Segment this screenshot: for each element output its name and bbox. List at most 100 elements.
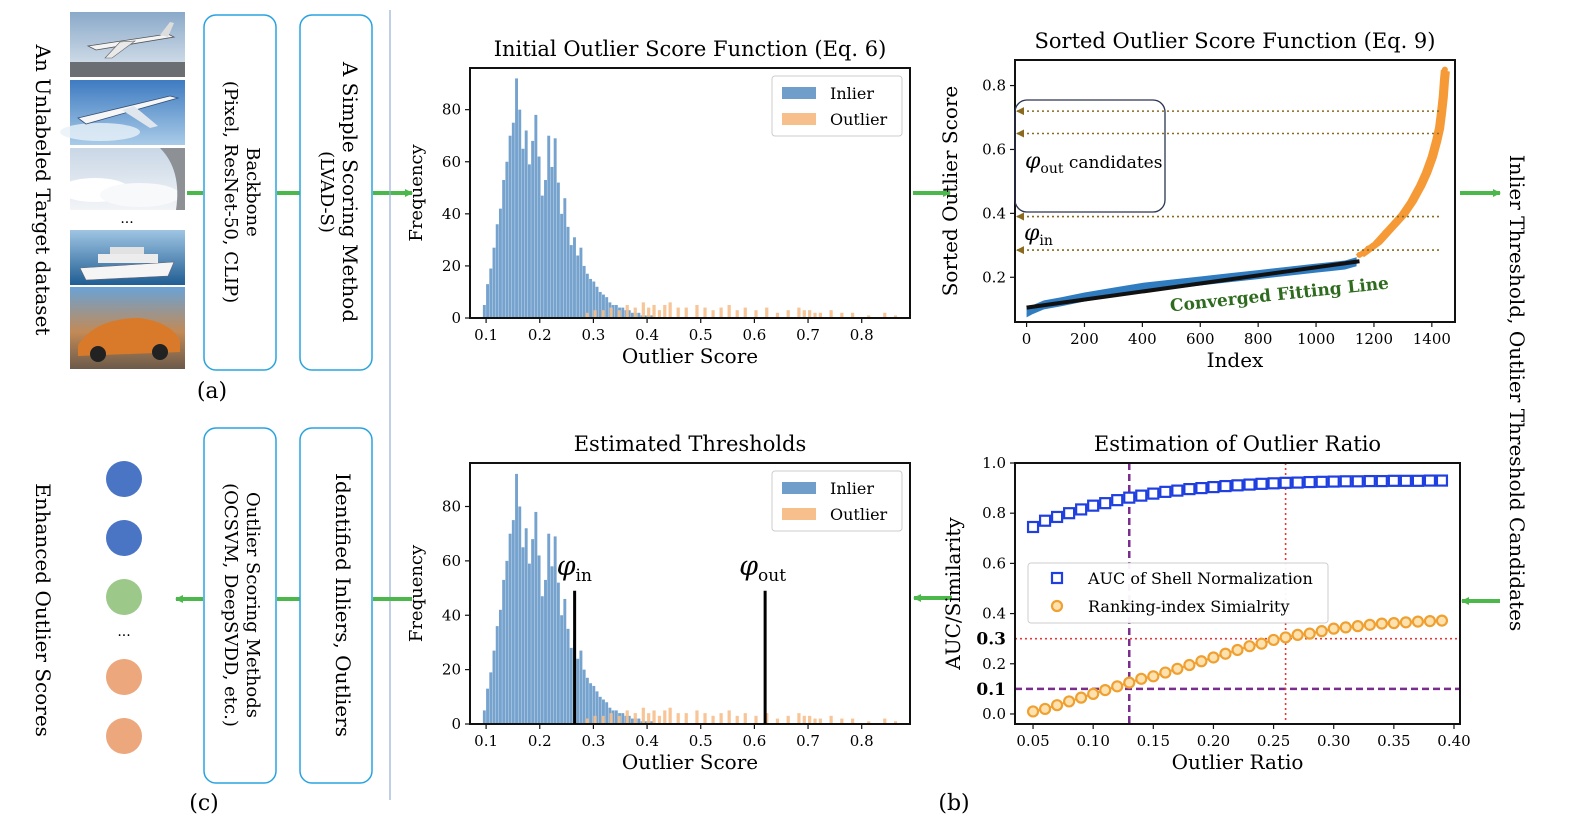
inlier-bar: [498, 208, 502, 318]
inlier-bar: [602, 699, 605, 724]
inlier-bar: [627, 310, 631, 318]
simple-scoring-box: A Simple Scoring Method (LVAD-S): [299, 14, 373, 371]
outlier-bar: [893, 721, 898, 724]
inlier-bar: [537, 156, 541, 318]
auc-point: [1291, 476, 1304, 489]
legend-label-auc: AUC of Shell Normalization: [1087, 569, 1313, 588]
enhanced-scores-label: Enhanced Outlier Scores: [31, 483, 55, 737]
outlier-bar: [668, 302, 672, 318]
ranking-point: [1387, 617, 1400, 630]
inlier-bar: [547, 533, 551, 724]
outlier-bar: [684, 713, 688, 724]
legend-marker-auc: [1050, 571, 1064, 585]
legend-marker-ranking: [1050, 599, 1064, 613]
y-tick-label: 0.4: [982, 204, 1006, 222]
inlier-bar: [508, 533, 512, 724]
outlier-bar: [818, 718, 822, 724]
scoring-title: A Simple Scoring Method: [338, 61, 362, 322]
auc-point: [1075, 503, 1088, 516]
inlier-bar: [505, 560, 509, 724]
auc-point: [1123, 491, 1136, 504]
inlier-bar: [595, 286, 599, 318]
inlier-bar: [527, 563, 531, 724]
inlier-bar: [602, 294, 605, 318]
inlier-bar: [589, 278, 593, 318]
x-tick-label: 600: [1186, 330, 1215, 348]
ranking-point: [1327, 622, 1340, 635]
x-tick-label: 0.7: [796, 326, 820, 344]
identified-box: Identified Inliers, Outliers: [299, 427, 373, 784]
inlier-bar: [611, 304, 615, 318]
y-tick-label: 1.0: [982, 454, 1006, 472]
inlier-bar: [576, 658, 580, 724]
outlier-bar: [735, 715, 739, 724]
inlier-bar: [598, 291, 602, 318]
inlier-bar: [627, 715, 631, 724]
inlier-bar: [492, 650, 496, 724]
outlier-bar: [813, 718, 817, 724]
outlier-bar: [719, 713, 723, 724]
auc-point: [1111, 494, 1124, 507]
score-dots: ...: [106, 461, 142, 754]
y-axis-label: AUC/Similarity: [941, 517, 965, 671]
inlier-bar: [643, 721, 647, 724]
outlier-bar: [743, 307, 747, 318]
dots-ellipsis: ...: [117, 624, 130, 640]
inlier-bar: [534, 114, 538, 318]
outlier-bar: [625, 710, 629, 724]
x-axis-label: Index: [1207, 348, 1264, 372]
outlier-bar: [829, 715, 833, 724]
x-tick-label: 0.4: [635, 732, 659, 750]
legend-label-inlier: Inlier: [830, 479, 874, 498]
sorted-score-chart: Sorted Outlier Score Function (Eq. 9) Ind…: [938, 29, 1456, 372]
inlier-bar: [576, 255, 580, 318]
inlier-bar: [566, 226, 570, 318]
outlier-score-point: [1373, 239, 1380, 246]
ranking-point: [1231, 643, 1244, 657]
x-tick-label: 0.6: [742, 326, 766, 344]
outlier-score-point: [1428, 152, 1435, 159]
outlier-bar: [883, 718, 887, 724]
auc-point: [1183, 483, 1196, 496]
legend-swatch-inlier: [782, 87, 816, 99]
outlier-bar: [703, 307, 707, 318]
outlier-score-band: [1355, 69, 1450, 257]
inlier-bar: [540, 195, 544, 318]
inlier-bars: [482, 78, 654, 319]
x-tick-label: 0.8: [850, 732, 874, 750]
y-tick-label: 0.2: [982, 268, 1006, 286]
auc-point: [1267, 477, 1280, 490]
inlier-bar: [547, 135, 551, 318]
threshold-label-in-subscript: in: [576, 566, 592, 586]
outlier-bar: [802, 715, 806, 724]
inlier-bar: [486, 688, 490, 724]
auc-point: [1423, 474, 1437, 487]
ranking-point: [1435, 614, 1449, 627]
outlier-bar: [684, 307, 688, 318]
inlier-bar: [531, 539, 535, 724]
plot-frame: [1014, 59, 1456, 323]
outlier-bar: [765, 307, 769, 318]
y-tick-label: 0.0: [982, 705, 1006, 723]
x-tick-label: 0: [1022, 330, 1032, 348]
inlier-bar: [527, 164, 531, 318]
outlier-bar: [609, 307, 613, 318]
inlier-bar: [502, 579, 506, 724]
outlier-bar: [727, 304, 731, 318]
x-tick-label: 0.1: [474, 732, 498, 750]
outlier-bars: [585, 302, 898, 318]
auc-point: [1279, 476, 1292, 489]
sports-car-photo: [70, 287, 185, 369]
outlier-bar: [663, 710, 667, 724]
threshold-label-out-subscript: out: [758, 566, 786, 586]
inlier-bar: [592, 281, 596, 318]
legend-label-outlier: Outlier: [830, 505, 888, 524]
chart-title: Sorted Outlier Score Function (Eq. 9): [1035, 29, 1436, 53]
inlier-bar: [650, 315, 654, 318]
outlier-bar: [617, 310, 621, 318]
auc-point: [1231, 479, 1244, 492]
plot-frame: [469, 67, 911, 319]
ranking-point: [1267, 633, 1280, 647]
auc-point: [1351, 475, 1364, 488]
inlier-bar: [550, 166, 554, 318]
